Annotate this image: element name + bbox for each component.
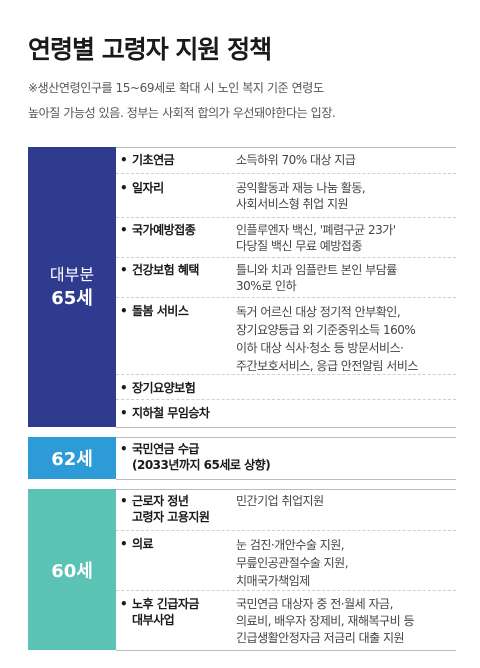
policy-item: • 노후 긴급자금 대부사업	[120, 597, 199, 627]
note-line: 높아질 가능성 있음. 정부는 사회적 합의가 우선돼야한다는 입장.	[28, 106, 336, 120]
group-divider	[116, 479, 456, 480]
policy-item: • 의료	[120, 537, 154, 551]
bullet-icon: •	[120, 442, 128, 456]
bullet-icon: •	[120, 181, 128, 195]
row-divider	[116, 173, 456, 174]
policy-desc: 눈 검진·개안수술 지원, 무릎인공관절수술 지원, 치매국가책임제	[236, 538, 349, 588]
policy-desc: 독거 어르신 대상 정기적 안부확인, 장기요양등급 외 기준중위소득 160% 이…	[236, 305, 418, 373]
policy-item: • 돌봄 서비스	[120, 304, 189, 318]
row-divider	[116, 374, 456, 375]
age-band-label: 60세	[51, 560, 93, 582]
age-band-label: 65세	[51, 288, 93, 309]
age-band-label: 62세	[51, 449, 93, 470]
policy-item: • 국가예방접종	[120, 223, 196, 237]
row-divider	[116, 399, 456, 400]
bullet-icon: •	[120, 494, 128, 508]
bullet-icon: •	[120, 537, 128, 551]
note: ※생산연령인구를 15~69세로 확대 시 노인 복지 기준 연령도 높아질 가…	[28, 76, 468, 126]
policy-desc: 국민연금 대상자 중 전·월세 자금, 의료비, 배우자 장제비, 재해복구비 등…	[236, 597, 415, 645]
group-divider	[116, 427, 456, 428]
table-bottom-divider	[116, 650, 456, 651]
policy-desc: 인플루엔자 백신, '폐렴구균 23가' 다당질 백신 무료 예방접종	[236, 223, 396, 253]
age-band-65: 대부분 65세	[28, 147, 116, 427]
bullet-icon: •	[120, 381, 128, 395]
row-divider	[116, 530, 456, 531]
policy-item: • 일자리	[120, 181, 164, 195]
policy-item: • 근로자 정년 고령자 고용지원	[120, 494, 210, 524]
row-divider	[116, 257, 456, 258]
policy-item: • 국민연금 수급 (2033년까지 65세로 상향)	[120, 442, 271, 472]
note-line: ※생산연령인구를 15~69세로 확대 시 노인 복지 기준 연령도	[28, 81, 324, 95]
policy-item: • 지하철 무임승차	[120, 406, 210, 420]
row-divider	[116, 297, 456, 298]
bullet-icon: •	[120, 597, 128, 611]
policy-item: • 건강보험 혜택	[120, 263, 199, 277]
row-divider	[116, 590, 456, 591]
policy-item: • 장기요양보험	[120, 381, 196, 395]
policy-desc: 민간기업 취업지원	[236, 494, 324, 508]
age-band-62: 62세	[28, 437, 116, 479]
bullet-icon: •	[120, 223, 128, 237]
age-band-60: 60세	[28, 489, 116, 650]
group-divider	[116, 437, 456, 438]
bullet-icon: •	[120, 406, 128, 420]
page-title: 연령별 고령자 지원 정책	[28, 35, 272, 64]
policy-desc: 틀니와 치과 임플란트 본인 부담률 30%로 인하	[236, 263, 397, 293]
table-top-divider	[116, 147, 456, 148]
bullet-icon: •	[120, 153, 128, 167]
policy-item: • 기초연금	[120, 153, 175, 167]
policy-desc: 공익활동과 재능 나눔 활동, 사회서비스형 취업 지원	[236, 181, 366, 211]
bullet-icon: •	[120, 304, 128, 318]
group-divider	[116, 489, 456, 490]
age-band-sub: 대부분	[49, 265, 95, 284]
bullet-icon: •	[120, 263, 128, 277]
policy-desc: 소득하위 70% 대상 지급	[236, 153, 356, 167]
row-divider	[116, 217, 456, 218]
